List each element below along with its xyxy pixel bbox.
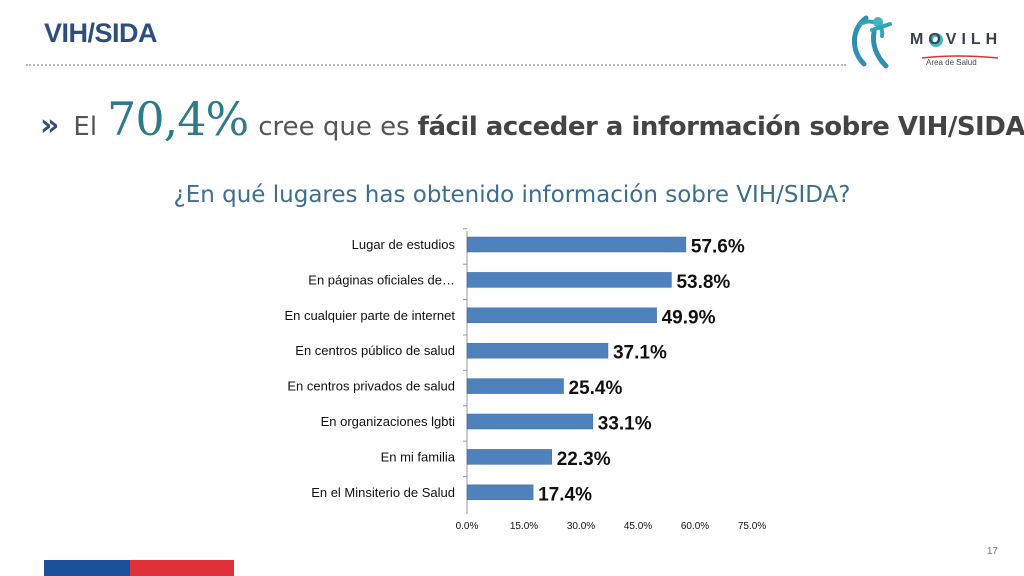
- category-label: En organizaciones lgbti: [321, 414, 456, 429]
- category-label: En mi familia: [381, 449, 456, 464]
- x-tick-label: 60.0%: [681, 521, 709, 532]
- x-tick-label: 75.0%: [738, 521, 766, 532]
- value-label: 22.3%: [557, 449, 611, 470]
- footer-blue-stripe: [44, 560, 130, 576]
- category-label: En centros privados de salud: [287, 379, 455, 394]
- headline-mid: cree que es: [258, 112, 410, 142]
- bar: [466, 236, 687, 253]
- category-label: En centros público de salud: [295, 343, 455, 358]
- x-tick-label: 15.0%: [510, 521, 538, 532]
- bar: [466, 484, 534, 501]
- headline-pre: El: [73, 112, 98, 142]
- page-title: VIH/SIDA: [44, 18, 158, 48]
- chevron-icon: »: [40, 108, 60, 143]
- category-label: En cualquier parte de internet: [284, 308, 455, 323]
- value-label: 53.8%: [676, 272, 730, 293]
- x-tick-label: 0.0%: [456, 521, 479, 532]
- bar: [466, 272, 672, 288]
- value-label: 57.6%: [691, 237, 745, 258]
- value-label: 33.1%: [598, 414, 652, 435]
- headline: » El 70,4% cree que es fácil acceder a i…: [40, 92, 1024, 152]
- category-label: En el Minsiterio de Salud: [311, 485, 455, 500]
- dotted-divider: [26, 64, 846, 66]
- bar: [466, 342, 609, 359]
- bar: [466, 449, 552, 465]
- x-tick-label: 45.0%: [624, 521, 652, 532]
- value-label: 17.4%: [538, 484, 592, 505]
- bar: [466, 378, 564, 394]
- value-label: 49.9%: [662, 307, 716, 328]
- value-label: 25.4%: [569, 378, 623, 399]
- category-label: En páginas oficiales de…: [308, 272, 455, 287]
- value-label: 37.1%: [613, 343, 667, 364]
- headline-percent: 70,4%: [107, 92, 249, 146]
- logo-text: MOVILH: [910, 31, 1003, 48]
- footer-red-stripe: [130, 560, 234, 576]
- bar: [466, 307, 657, 324]
- headline-bold: fácil acceder a información sobre VIH/SI…: [417, 112, 1024, 142]
- page-number: 17: [986, 546, 998, 557]
- chart-question: ¿En qué lugares has obtenido información…: [173, 182, 851, 208]
- bar: [466, 413, 594, 430]
- category-label: Lugar de estudios: [352, 237, 456, 252]
- x-tick-label: 30.0%: [567, 521, 595, 532]
- bar-chart: Lugar de estudios 57.6% En páginas oficial…: [284, 228, 766, 532]
- movilh-logo-icon: [852, 15, 999, 69]
- logo-subtitle: Area de Salud: [926, 58, 977, 67]
